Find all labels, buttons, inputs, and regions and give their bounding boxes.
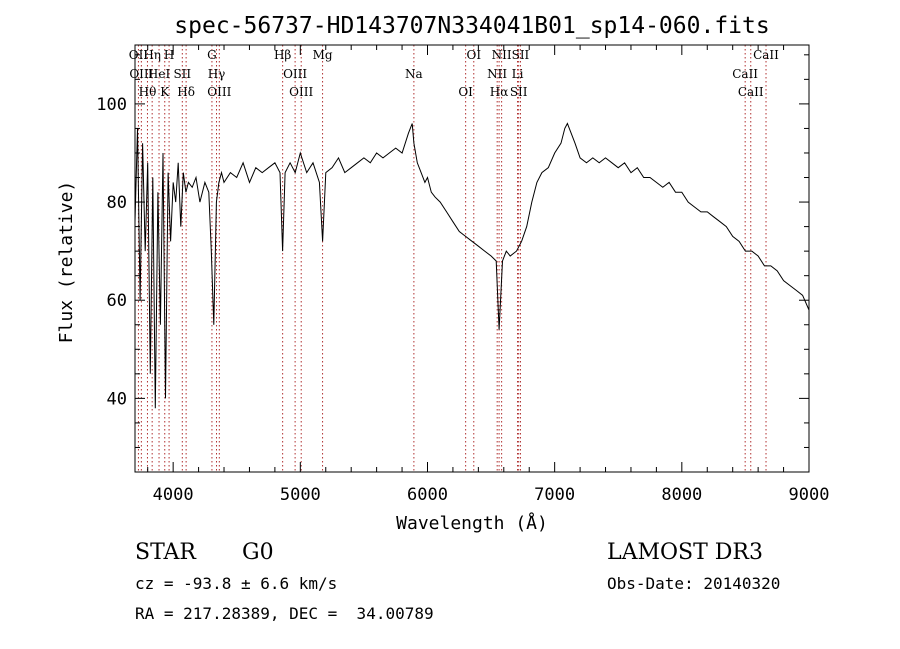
line-marker-label: CaII	[738, 85, 764, 99]
line-marker-label: Hθ	[139, 85, 157, 99]
line-marker-label: OIII	[207, 85, 231, 99]
object-subclass: G0	[242, 540, 274, 565]
line-markers	[137, 45, 767, 472]
line-marker-label: OI	[458, 85, 473, 99]
line-marker-label: OIII	[289, 85, 313, 99]
line-marker-label: Na	[405, 67, 423, 81]
line-marker-label: Hδ	[177, 85, 195, 99]
y-tick-label: 80	[107, 193, 127, 213]
x-axis-ticks: 4000 5000 6000 7000 8000 9000	[147, 45, 830, 505]
y-axis-label: Flux (relative)	[56, 181, 77, 344]
line-marker-label: Hα	[490, 85, 509, 99]
y-tick-label: 100	[96, 95, 127, 115]
coordinates: RA = 217.28389, DEC = 34.00789	[135, 604, 434, 623]
line-marker-label: SII	[510, 85, 528, 99]
line-marker-label: SII	[173, 67, 191, 81]
observation-date: Obs-Date: 20140320	[607, 574, 781, 593]
chart-title: spec-56737-HD143707N334041B01_sp14-060.f…	[174, 13, 769, 39]
x-tick-label: 6000	[407, 485, 448, 505]
line-marker-label: Mg	[313, 48, 333, 62]
line-marker-label: Li	[512, 67, 524, 81]
x-tick-label: 5000	[280, 485, 321, 505]
redshift-velocity: cz = -93.8 ± 6.6 km/s	[135, 574, 338, 593]
line-marker-label: SII	[512, 48, 530, 62]
line-marker-label: Hη	[143, 48, 161, 62]
line-marker-label: H	[164, 48, 174, 62]
x-axis-label: Wavelength (Å)	[396, 512, 548, 534]
y-axis-ticks: 40 60 80 100	[96, 54, 809, 473]
line-marker-label: HeI	[148, 67, 171, 81]
x-tick-label: 8000	[661, 485, 702, 505]
line-marker-label: NII	[487, 67, 507, 81]
spectrum-series-line	[134, 122, 810, 409]
line-marker-label: OIII	[283, 67, 307, 81]
line-marker-label: G	[207, 48, 217, 62]
line-marker-label: CaII	[732, 67, 758, 81]
y-tick-label: 60	[107, 291, 127, 311]
line-marker-label: NII	[492, 48, 512, 62]
x-tick-label: 4000	[153, 485, 194, 505]
line-marker-label: K	[160, 85, 170, 99]
survey-name: LAMOST DR3	[607, 540, 763, 565]
line-marker-label: OI	[466, 48, 481, 62]
line-marker-label: Hγ	[208, 67, 226, 81]
line-marker-labels: OIIOIIIHθHηHeIKHSIIHδGHγOIIIHβOIIIOIIIMg…	[129, 48, 779, 99]
line-marker-label: Hβ	[274, 48, 291, 62]
line-marker-label: CaII	[753, 48, 779, 62]
x-tick-label: 9000	[789, 485, 830, 505]
object-class: STAR	[135, 540, 196, 565]
x-tick-label: 7000	[534, 485, 575, 505]
y-tick-label: 40	[107, 389, 127, 409]
plot-frame	[134, 44, 810, 473]
